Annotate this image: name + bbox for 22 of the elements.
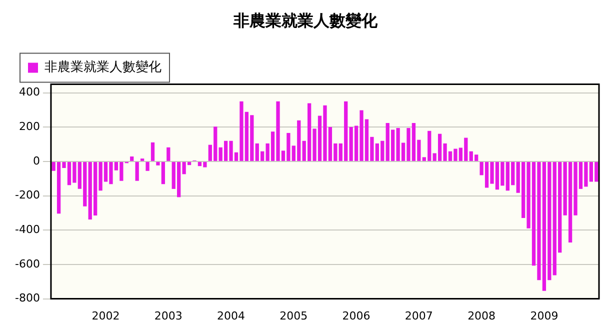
y-tick-label: 0 <box>32 154 40 168</box>
y-tick-label: 200 <box>18 120 40 133</box>
bar <box>150 142 155 161</box>
x-tick-label: 2008 <box>468 309 496 322</box>
legend-label: 非農業就業人數變化 <box>44 60 162 76</box>
chart-title: 非農業就業人數變化 <box>232 10 378 30</box>
y-tick-label: -400 <box>14 222 40 236</box>
x-tick-label: 2002 <box>92 309 120 322</box>
x-tick-label: 2009 <box>530 309 558 322</box>
y-tick-label: -200 <box>14 188 40 202</box>
bar <box>166 147 170 161</box>
y-tick-label: -600 <box>14 257 40 270</box>
x-tick-label: 2007 <box>404 309 433 322</box>
y-tick-label: 400 <box>18 86 40 99</box>
bar <box>135 162 139 181</box>
x-tick-label: 2006 <box>342 309 370 322</box>
x-tick-label: 2005 <box>280 309 308 322</box>
x-tick-label: 2003 <box>154 309 182 322</box>
x-tick-label: 2004 <box>217 309 246 322</box>
y-tick-label: -800 <box>14 292 40 305</box>
bar <box>146 162 150 171</box>
bar <box>130 156 134 161</box>
